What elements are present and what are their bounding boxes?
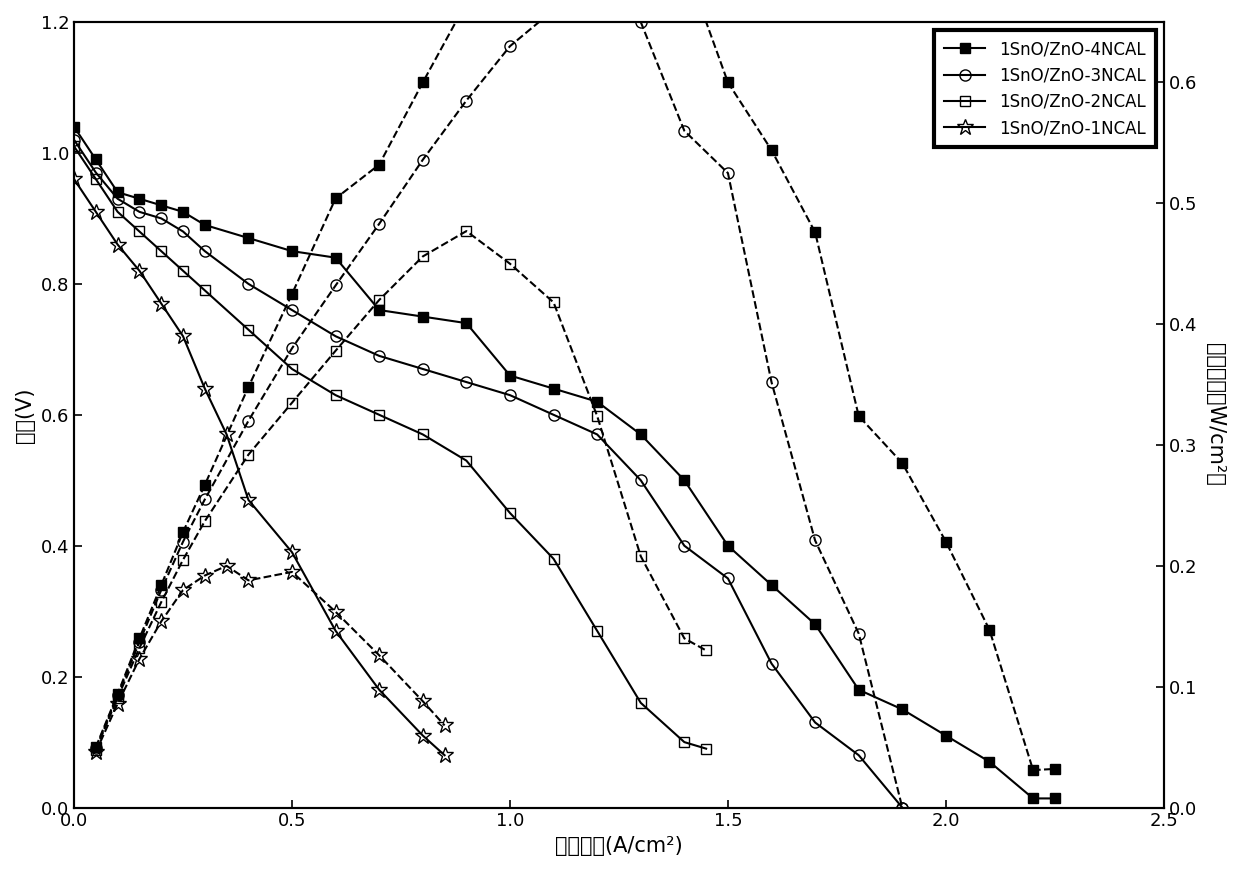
1SnO/ZnO-3NCAL xyxy=(634,475,649,485)
1SnO/ZnO-4NCAL xyxy=(459,318,474,328)
1SnO/ZnO-4NCAL xyxy=(502,370,517,381)
1SnO/ZnO-3NCAL xyxy=(895,802,910,813)
1SnO/ZnO-2NCAL xyxy=(197,285,212,295)
1SnO/ZnO-3NCAL xyxy=(852,750,867,760)
1SnO/ZnO-1NCAL xyxy=(219,429,234,440)
1SnO/ZnO-2NCAL xyxy=(634,698,649,708)
1SnO/ZnO-3NCAL xyxy=(372,351,387,361)
1SnO/ZnO-2NCAL xyxy=(677,737,692,747)
Line: 1SnO/ZnO-3NCAL: 1SnO/ZnO-3NCAL xyxy=(68,134,908,814)
1SnO/ZnO-1NCAL xyxy=(176,331,191,341)
Line: 1SnO/ZnO-2NCAL: 1SnO/ZnO-2NCAL xyxy=(69,141,711,753)
1SnO/ZnO-2NCAL xyxy=(415,429,430,440)
Y-axis label: 功率密度（W/cm²）: 功率密度（W/cm²） xyxy=(1205,343,1225,486)
1SnO/ZnO-3NCAL xyxy=(546,409,560,420)
1SnO/ZnO-2NCAL xyxy=(154,246,169,256)
1SnO/ZnO-1NCAL xyxy=(415,731,430,741)
1SnO/ZnO-4NCAL xyxy=(67,122,82,132)
1SnO/ZnO-3NCAL xyxy=(176,226,191,237)
1SnO/ZnO-2NCAL xyxy=(546,554,560,564)
1SnO/ZnO-2NCAL xyxy=(131,226,146,237)
1SnO/ZnO-1NCAL xyxy=(329,625,343,636)
1SnO/ZnO-3NCAL xyxy=(720,573,735,584)
1SnO/ZnO-3NCAL xyxy=(415,364,430,375)
1SnO/ZnO-1NCAL xyxy=(372,685,387,695)
1SnO/ZnO-4NCAL xyxy=(1025,793,1040,804)
1SnO/ZnO-2NCAL xyxy=(459,456,474,466)
1SnO/ZnO-4NCAL xyxy=(88,154,103,165)
1SnO/ZnO-1NCAL xyxy=(88,206,103,217)
1SnO/ZnO-4NCAL xyxy=(241,233,255,243)
Line: 1SnO/ZnO-1NCAL: 1SnO/ZnO-1NCAL xyxy=(66,171,453,764)
1SnO/ZnO-4NCAL xyxy=(764,580,779,591)
1SnO/ZnO-4NCAL xyxy=(852,685,867,695)
Y-axis label: 电压(V): 电压(V) xyxy=(15,387,35,442)
1SnO/ZnO-4NCAL xyxy=(895,704,910,714)
1SnO/ZnO-4NCAL xyxy=(634,429,649,440)
Legend: 1SnO/ZnO-4NCAL, 1SnO/ZnO-3NCAL, 1SnO/ZnO-2NCAL, 1SnO/ZnO-1NCAL: 1SnO/ZnO-4NCAL, 1SnO/ZnO-3NCAL, 1SnO/ZnO… xyxy=(934,30,1156,147)
1SnO/ZnO-4NCAL xyxy=(329,253,343,263)
1SnO/ZnO-3NCAL xyxy=(329,331,343,341)
1SnO/ZnO-4NCAL xyxy=(415,311,430,321)
1SnO/ZnO-1NCAL xyxy=(110,240,125,250)
1SnO/ZnO-4NCAL xyxy=(546,383,560,394)
1SnO/ZnO-3NCAL xyxy=(110,193,125,204)
1SnO/ZnO-1NCAL xyxy=(241,495,255,505)
1SnO/ZnO-4NCAL xyxy=(677,475,692,485)
1SnO/ZnO-4NCAL xyxy=(1048,793,1063,804)
1SnO/ZnO-2NCAL xyxy=(176,266,191,276)
1SnO/ZnO-3NCAL xyxy=(764,658,779,669)
1SnO/ZnO-3NCAL xyxy=(67,135,82,145)
1SnO/ZnO-1NCAL xyxy=(284,547,299,557)
1SnO/ZnO-4NCAL xyxy=(131,193,146,204)
1SnO/ZnO-4NCAL xyxy=(939,731,954,741)
1SnO/ZnO-4NCAL xyxy=(110,187,125,198)
1SnO/ZnO-3NCAL xyxy=(197,246,212,256)
1SnO/ZnO-4NCAL xyxy=(982,757,997,767)
1SnO/ZnO-2NCAL xyxy=(590,625,605,636)
1SnO/ZnO-4NCAL xyxy=(154,200,169,211)
1SnO/ZnO-3NCAL xyxy=(131,206,146,217)
1SnO/ZnO-2NCAL xyxy=(329,390,343,401)
1SnO/ZnO-2NCAL xyxy=(698,744,713,754)
1SnO/ZnO-2NCAL xyxy=(372,409,387,420)
X-axis label: 电流密度(A/cm²): 电流密度(A/cm²) xyxy=(556,836,683,856)
1SnO/ZnO-3NCAL xyxy=(807,717,822,727)
Line: 1SnO/ZnO-4NCAL: 1SnO/ZnO-4NCAL xyxy=(69,122,1060,803)
1SnO/ZnO-4NCAL xyxy=(284,246,299,256)
1SnO/ZnO-3NCAL xyxy=(502,390,517,401)
1SnO/ZnO-3NCAL xyxy=(677,541,692,551)
1SnO/ZnO-3NCAL xyxy=(88,167,103,178)
1SnO/ZnO-4NCAL xyxy=(372,305,387,315)
1SnO/ZnO-2NCAL xyxy=(241,325,255,335)
1SnO/ZnO-3NCAL xyxy=(590,429,605,440)
1SnO/ZnO-4NCAL xyxy=(590,396,605,407)
1SnO/ZnO-2NCAL xyxy=(502,508,517,518)
1SnO/ZnO-1NCAL xyxy=(154,298,169,308)
1SnO/ZnO-1NCAL xyxy=(197,383,212,394)
1SnO/ZnO-2NCAL xyxy=(67,141,82,152)
1SnO/ZnO-4NCAL xyxy=(176,206,191,217)
1SnO/ZnO-1NCAL xyxy=(67,174,82,185)
1SnO/ZnO-3NCAL xyxy=(241,279,255,289)
1SnO/ZnO-2NCAL xyxy=(88,174,103,185)
1SnO/ZnO-4NCAL xyxy=(807,619,822,630)
1SnO/ZnO-3NCAL xyxy=(154,213,169,224)
1SnO/ZnO-3NCAL xyxy=(459,377,474,388)
1SnO/ZnO-3NCAL xyxy=(284,305,299,315)
1SnO/ZnO-4NCAL xyxy=(720,541,735,551)
1SnO/ZnO-2NCAL xyxy=(110,206,125,217)
1SnO/ZnO-4NCAL xyxy=(197,219,212,230)
1SnO/ZnO-1NCAL xyxy=(438,750,453,760)
1SnO/ZnO-1NCAL xyxy=(131,266,146,276)
1SnO/ZnO-2NCAL xyxy=(284,364,299,375)
